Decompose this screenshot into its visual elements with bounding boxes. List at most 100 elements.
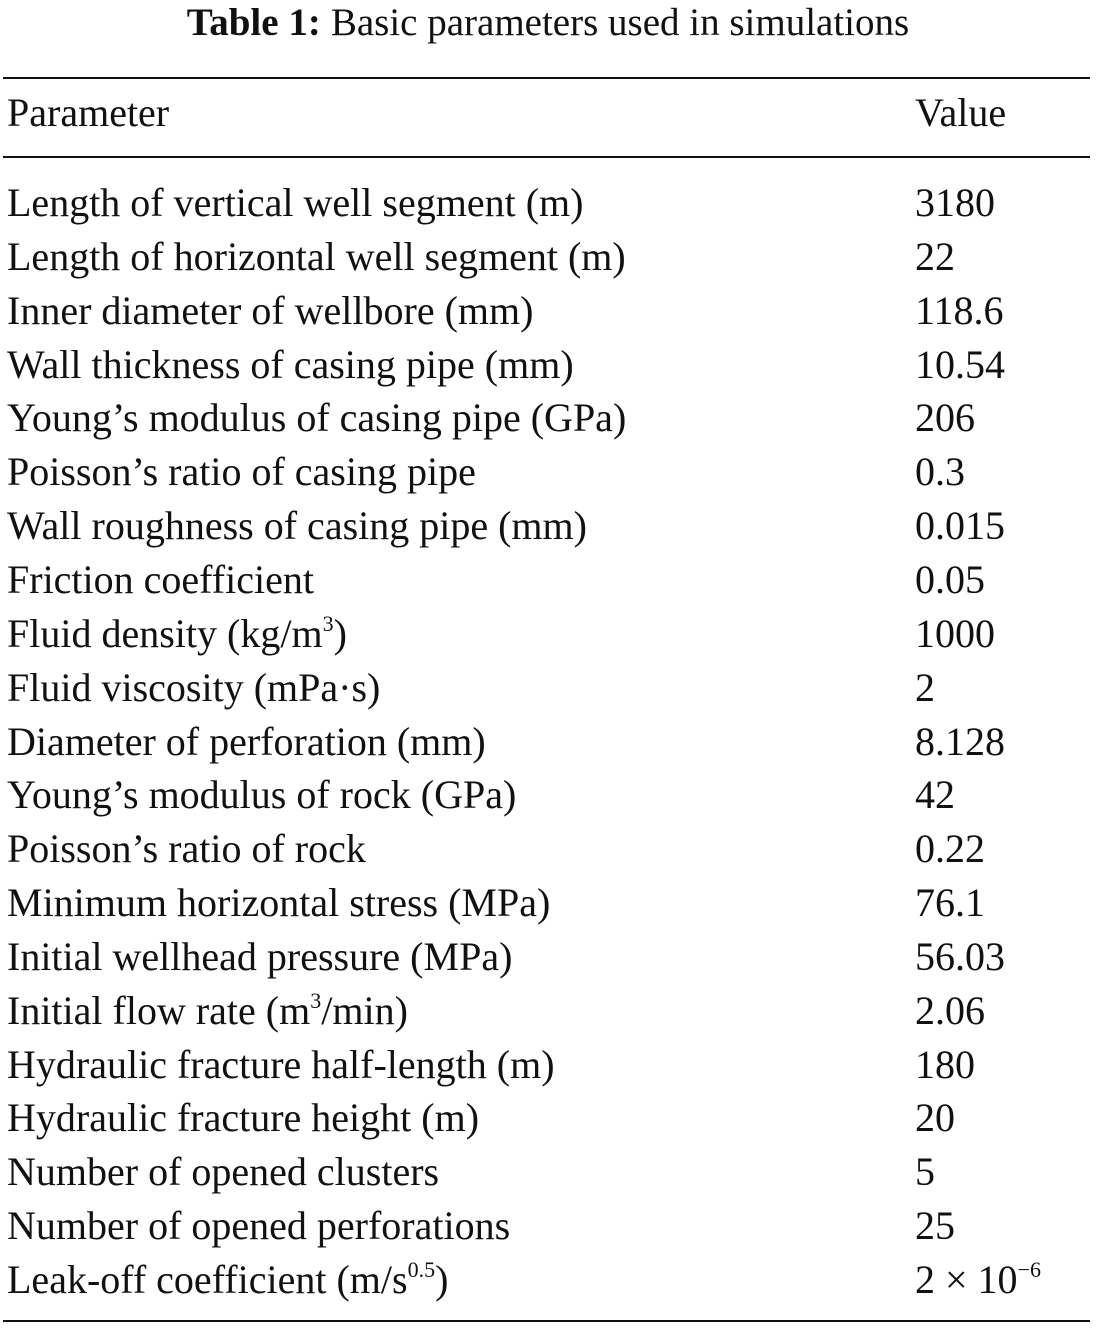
parameter-cell: Number of opened clusters <box>7 1149 439 1195</box>
parameter-tail: /min) <box>321 987 408 1033</box>
value-cell: 0.015 <box>915 503 1005 549</box>
parameter-text: Inner diameter of wellbore (mm) <box>7 287 534 333</box>
value-cell: 118.6 <box>915 288 1004 334</box>
table-row: Length of vertical well segment (m) 3180 <box>0 180 1096 234</box>
value-cell: 0.3 <box>915 449 965 495</box>
parameter-text: Young’s modulus of rock (GPa) <box>7 772 517 818</box>
table-row: Poisson’s ratio of casing pipe 0.3 <box>0 449 1096 503</box>
value-cell: 3180 <box>915 180 995 226</box>
value-text: 76.1 <box>915 880 985 926</box>
parameter-cell: Minimum horizontal stress (MPa) <box>7 880 550 926</box>
value-cell: 76.1 <box>915 880 985 926</box>
parameter-cell: Poisson’s ratio of rock <box>7 826 366 872</box>
parameter-cell: Number of opened perforations <box>7 1203 510 1249</box>
parameter-cell: Length of vertical well segment (m) <box>7 180 583 226</box>
parameter-cell: Wall roughness of casing pipe (mm) <box>7 503 587 549</box>
parameter-cell: Young’s modulus of rock (GPa) <box>7 772 516 818</box>
value-cell: 56.03 <box>915 934 1005 980</box>
table-row: Number of opened perforations 25 <box>0 1203 1096 1257</box>
parameter-text: Length of horizontal well segment (m) <box>7 233 626 279</box>
parameter-cell: Poisson’s ratio of casing pipe <box>7 449 476 495</box>
parameter-text: Wall thickness of casing pipe (mm) <box>7 341 574 387</box>
caption-label: Table 1: <box>186 1 321 44</box>
parameter-cell: Fluid density (kg/m3) <box>7 611 347 657</box>
value-cell: 2 <box>915 665 935 711</box>
value-cell: 206 <box>915 395 975 441</box>
value-text: 0.015 <box>915 503 1005 549</box>
parameter-text: Hydraulic fracture half-length (m) <box>7 1041 555 1087</box>
header-value: Value <box>915 90 1007 135</box>
value-cell: 1000 <box>915 611 995 657</box>
parameter-cell: Hydraulic fracture height (m) <box>7 1095 479 1141</box>
value-cell: 42 <box>915 772 955 818</box>
parameter-cell: Wall thickness of casing pipe (mm) <box>7 342 574 388</box>
parameter-text: Fluid viscosity (mPa·s) <box>7 664 381 710</box>
value-text: 2 × 10 <box>915 1257 1018 1302</box>
parameter-text: Friction coefficient <box>7 556 314 602</box>
value-text: 25 <box>915 1203 955 1249</box>
value-text: 8.128 <box>915 718 1005 764</box>
parameter-cell: Fluid viscosity (mPa·s) <box>7 665 380 711</box>
value-text: 2.06 <box>915 987 985 1033</box>
parameter-cell: Leak-off coefficient (m/s0.5) <box>7 1257 448 1303</box>
table-row: Wall roughness of casing pipe (mm) 0.015 <box>0 503 1096 557</box>
value-text: 5 <box>915 1149 935 1195</box>
parameter-text: Leak-off coefficient (m/s <box>7 1257 408 1302</box>
value-text: 42 <box>915 772 955 818</box>
value-cell: 2 × 10−6 <box>915 1257 1041 1303</box>
table-row: Leak-off coefficient (m/s0.5) 2 × 10−6 <box>0 1257 1096 1311</box>
value-text: 0.22 <box>915 826 985 872</box>
value-text: 180 <box>915 1041 975 1087</box>
table-row: Poisson’s ratio of rock 0.22 <box>0 826 1096 880</box>
parameter-superscript: 3 <box>322 610 334 636</box>
header-parameter: Parameter <box>7 90 170 135</box>
parameter-cell: Hydraulic fracture half-length (m) <box>7 1042 555 1088</box>
table-row: Young’s modulus of casing pipe (GPa) 206 <box>0 395 1096 449</box>
table-row: Initial flow rate (m3/min) 2.06 <box>0 988 1096 1042</box>
parameter-text: Poisson’s ratio of rock <box>7 826 366 872</box>
parameter-cell: Initial wellhead pressure (MPa) <box>7 934 512 980</box>
bottom-rule <box>3 1320 1090 1322</box>
value-superscript: −6 <box>1017 1257 1041 1282</box>
parameter-tail: ) <box>333 610 347 656</box>
parameter-text: Diameter of perforation (mm) <box>7 718 486 764</box>
value-cell: 180 <box>915 1042 975 1088</box>
parameter-text: Initial flow rate (m <box>7 987 311 1033</box>
parameter-text: Young’s modulus of casing pipe (GPa) <box>7 395 627 441</box>
parameter-cell: Inner diameter of wellbore (mm) <box>7 288 533 334</box>
parameter-text: Poisson’s ratio of casing pipe <box>7 449 476 495</box>
value-text: 0.05 <box>915 556 985 602</box>
table-row: Inner diameter of wellbore (mm) 118.6 <box>0 288 1096 342</box>
table-row: Young’s modulus of rock (GPa) 42 <box>0 772 1096 826</box>
table-row: Wall thickness of casing pipe (mm) 10.54 <box>0 342 1096 396</box>
table-row: Fluid density (kg/m3) 1000 <box>0 611 1096 665</box>
parameter-text: Number of opened perforations <box>7 1203 511 1249</box>
parameter-text: Hydraulic fracture height (m) <box>7 1095 480 1141</box>
value-text: 118.6 <box>915 287 1004 333</box>
value-text: 3180 <box>915 180 995 225</box>
table-row: Friction coefficient 0.05 <box>0 557 1096 611</box>
value-cell: 0.05 <box>915 557 985 603</box>
value-cell: 2.06 <box>915 988 985 1034</box>
value-text: 206 <box>915 395 975 441</box>
value-cell: 0.22 <box>915 826 985 872</box>
value-cell: 20 <box>915 1095 955 1141</box>
parameter-superscript: 3 <box>310 987 322 1013</box>
parameter-text: Number of opened clusters <box>7 1149 440 1195</box>
value-text: 0.3 <box>915 449 965 495</box>
parameter-cell: Length of horizontal well segment (m) <box>7 234 626 280</box>
value-text: 56.03 <box>915 933 1005 979</box>
value-cell: 10.54 <box>915 342 1005 388</box>
value-cell: 8.128 <box>915 719 1005 765</box>
parameter-text: Minimum horizontal stress (MPa) <box>7 880 551 926</box>
parameter-cell: Diameter of perforation (mm) <box>7 719 486 765</box>
header-rule <box>3 156 1090 158</box>
value-cell: 25 <box>915 1203 955 1249</box>
value-text: 22 <box>915 233 955 279</box>
table-row: Fluid viscosity (mPa·s) 2 <box>0 665 1096 719</box>
parameter-text: Wall roughness of casing pipe (mm) <box>7 503 587 549</box>
table-row: Diameter of perforation (mm) 8.128 <box>0 719 1096 773</box>
table-row: Hydraulic fracture half-length (m) 180 <box>0 1042 1096 1096</box>
top-rule <box>3 77 1090 79</box>
parameter-superscript: 0.5 <box>407 1257 436 1282</box>
